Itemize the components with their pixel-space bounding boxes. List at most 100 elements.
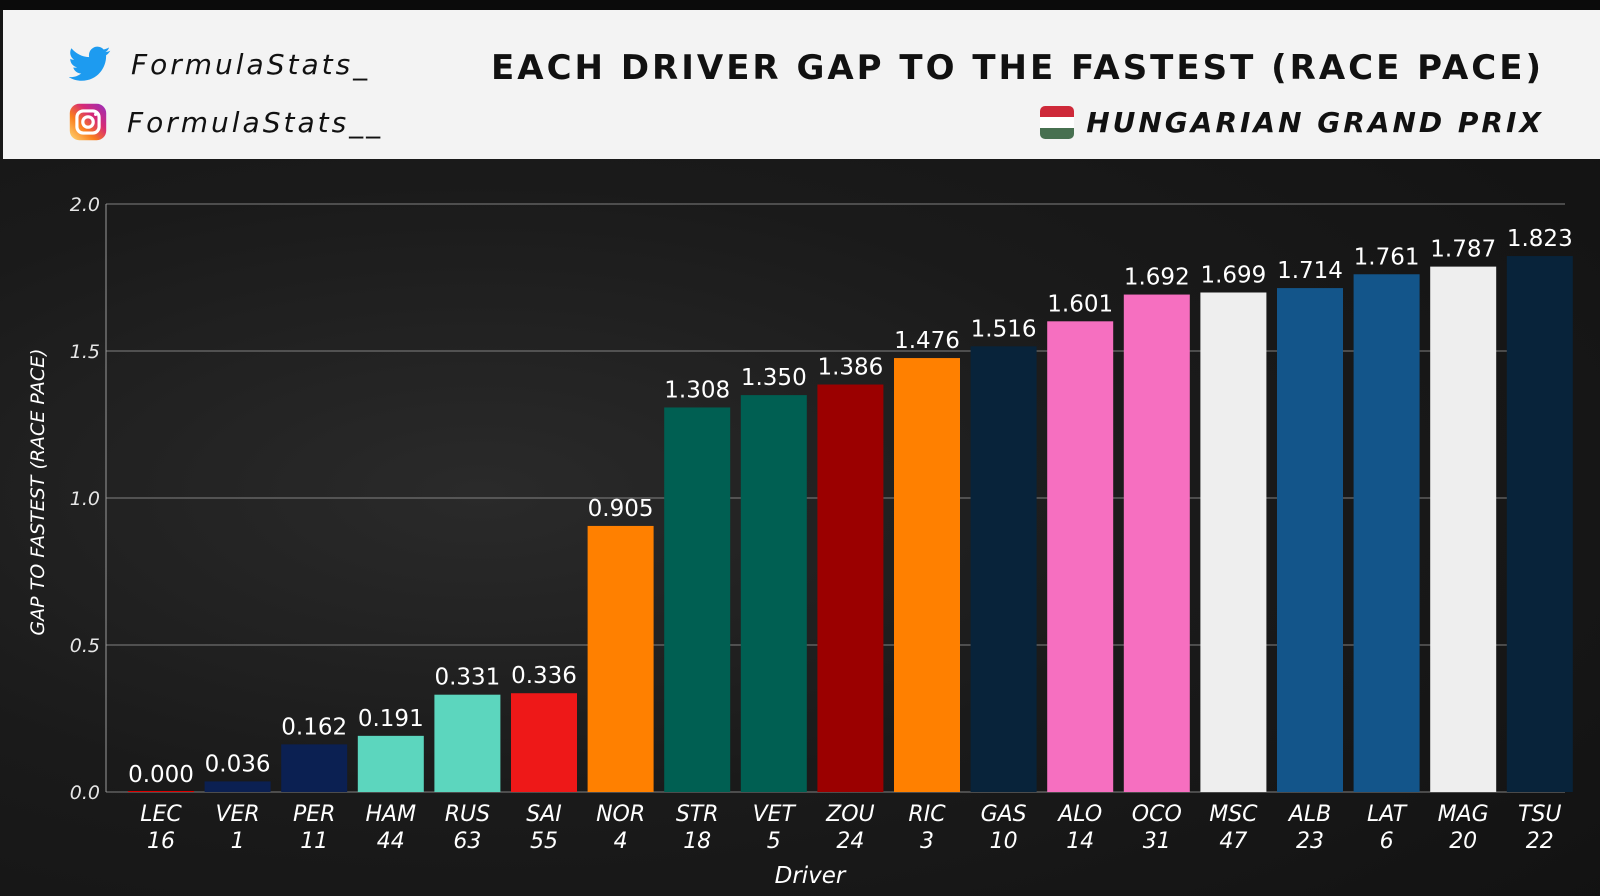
x-tick-driver-number: 6 — [1380, 829, 1394, 854]
x-tick-driver-code: ALB — [1287, 802, 1331, 827]
bar-oco — [1123, 294, 1190, 792]
bar-value-label: 1.714 — [1277, 258, 1343, 284]
x-tick-driver-number: 63 — [453, 829, 481, 854]
x-tick-driver-code: RIC — [908, 802, 946, 827]
x-tick-driver-number: 10 — [990, 829, 1018, 854]
x-tick-driver-code: STR — [676, 802, 719, 827]
y-tick-label: 0.0 — [70, 782, 100, 804]
bar-value-label: 0.905 — [588, 496, 654, 522]
bar-ric — [894, 358, 960, 792]
x-tick-driver-number: 11 — [300, 829, 328, 854]
twitter-handle: FormulaStats_ — [131, 47, 371, 81]
x-tick-driver-code: NOR — [596, 802, 645, 827]
bar-msc — [1200, 292, 1267, 792]
x-tick-driver-code: LEC — [140, 802, 182, 827]
bar-alo — [1047, 321, 1114, 792]
bar-value-label: 1.699 — [1200, 262, 1266, 288]
x-tick-driver-number: 22 — [1526, 829, 1554, 854]
x-tick-driver-number: 55 — [530, 829, 558, 854]
x-tick-driver-number: 31 — [1143, 829, 1171, 854]
bar-value-label: 0.336 — [511, 663, 577, 689]
x-tick-driver-code: HAM — [366, 802, 417, 827]
bar-gas — [970, 346, 1037, 792]
grand-prix-name: HUNGARIAN GRAND PRIX — [1086, 106, 1544, 139]
bars: 0.000 0.036 0.162 0.191 0.331 0.336 0.905 1.308… — [128, 226, 1573, 793]
x-tick-driver-number: 24 — [836, 829, 864, 854]
bar-value-label: 0.162 — [281, 714, 347, 740]
hungary-flag-icon — [1040, 106, 1075, 139]
bar-rus — [434, 694, 501, 792]
bar-tsu — [1506, 256, 1573, 793]
bar-mag — [1430, 266, 1497, 792]
x-axis-labels: LEC16VER1PER11HAM44RUS63SAI55NOR4STR18VE… — [140, 802, 1561, 854]
x-tick-driver-number: 44 — [377, 829, 405, 854]
x-tick-driver-code: SAI — [526, 802, 562, 827]
x-tick-driver-number: 5 — [767, 829, 781, 854]
top-strip — [0, 0, 1600, 10]
bar-value-label: 1.823 — [1507, 226, 1573, 252]
chart-title: EACH DRIVER GAP TO THE FASTEST (RACE PAC… — [491, 48, 1544, 88]
flag-stripe-red — [1040, 106, 1075, 117]
x-tick-driver-code: MAG — [1438, 802, 1489, 827]
y-axis-label: GAP TO FASTEST (RACE PACE) — [27, 348, 49, 635]
bar-value-label: 0.000 — [128, 762, 194, 788]
flag-stripe-white — [1040, 117, 1075, 128]
bar-per — [281, 744, 348, 792]
bar-value-label: 1.516 — [971, 316, 1037, 342]
y-tick-label: 1.5 — [70, 341, 100, 363]
bar-lec — [128, 791, 194, 792]
instagram-link[interactable]: FormulaStats__ — [69, 103, 383, 141]
y-tick-label: 2.0 — [70, 194, 100, 216]
x-tick-driver-code: MSC — [1209, 802, 1258, 827]
x-tick-driver-code: ZOU — [825, 802, 875, 827]
bar-str — [664, 407, 731, 792]
bar-value-label: 0.191 — [358, 706, 424, 732]
x-tick-driver-code: GAS — [981, 802, 1027, 827]
x-tick-driver-code: OCO — [1132, 802, 1182, 827]
chart-subtitle: HUNGARIAN GRAND PRIX — [1040, 106, 1544, 139]
x-tick-driver-code: LAT — [1367, 802, 1408, 827]
bar-value-label: 1.476 — [894, 328, 960, 354]
bar-sai — [511, 693, 577, 792]
x-tick-driver-code: VER — [215, 802, 259, 827]
bar-nor — [587, 525, 654, 792]
x-tick-driver-code: ALO — [1056, 802, 1102, 827]
flag-stripe-green — [1040, 128, 1075, 139]
bar-value-label: 1.601 — [1047, 291, 1113, 317]
bar-value-label: 1.386 — [817, 355, 883, 381]
twitter-link[interactable]: FormulaStats_ — [69, 46, 370, 82]
x-tick-driver-code: TSU — [1518, 802, 1562, 827]
bar-value-label: 1.692 — [1124, 265, 1190, 291]
x-axis-label: Driver — [775, 863, 847, 889]
x-tick-driver-number: 47 — [1219, 829, 1247, 854]
bar-alb — [1277, 288, 1343, 792]
bar-value-label: 1.308 — [664, 377, 730, 403]
x-tick-driver-number: 18 — [683, 829, 711, 854]
x-tick-driver-number: 3 — [920, 829, 934, 854]
y-tick-label: 1.0 — [70, 488, 100, 510]
x-tick-driver-code: PER — [293, 802, 335, 827]
bar-value-label: 1.761 — [1354, 244, 1420, 270]
x-tick-driver-number: 14 — [1066, 829, 1094, 854]
x-tick-driver-number: 4 — [614, 829, 628, 854]
bar-value-label: 0.331 — [434, 665, 500, 691]
bar-value-label: 1.350 — [741, 365, 807, 391]
x-tick-driver-code: VET — [753, 802, 797, 827]
instagram-handle: FormulaStats__ — [127, 105, 384, 139]
x-tick-driver-code: RUS — [445, 802, 490, 827]
y-tick-label: 0.5 — [70, 635, 100, 657]
y-axis-ticks: 0.0 0.5 1.0 1.5 2.0 — [70, 194, 100, 804]
x-tick-driver-number: 1 — [231, 829, 245, 854]
x-tick-driver-number: 16 — [147, 829, 175, 854]
bar-ver — [204, 781, 271, 792]
bar-value-label: 0.036 — [205, 751, 271, 777]
bar-ham — [357, 735, 424, 792]
x-tick-driver-number: 23 — [1296, 829, 1324, 854]
bar-value-label: 1.787 — [1430, 237, 1496, 263]
instagram-icon — [69, 103, 107, 141]
twitter-icon — [69, 46, 111, 81]
header-panel: FormulaStats_ FormulaStats__ EACH DRIVER… — [3, 10, 1600, 159]
bar-lat — [1353, 274, 1420, 792]
x-tick-driver-number: 20 — [1449, 829, 1477, 854]
